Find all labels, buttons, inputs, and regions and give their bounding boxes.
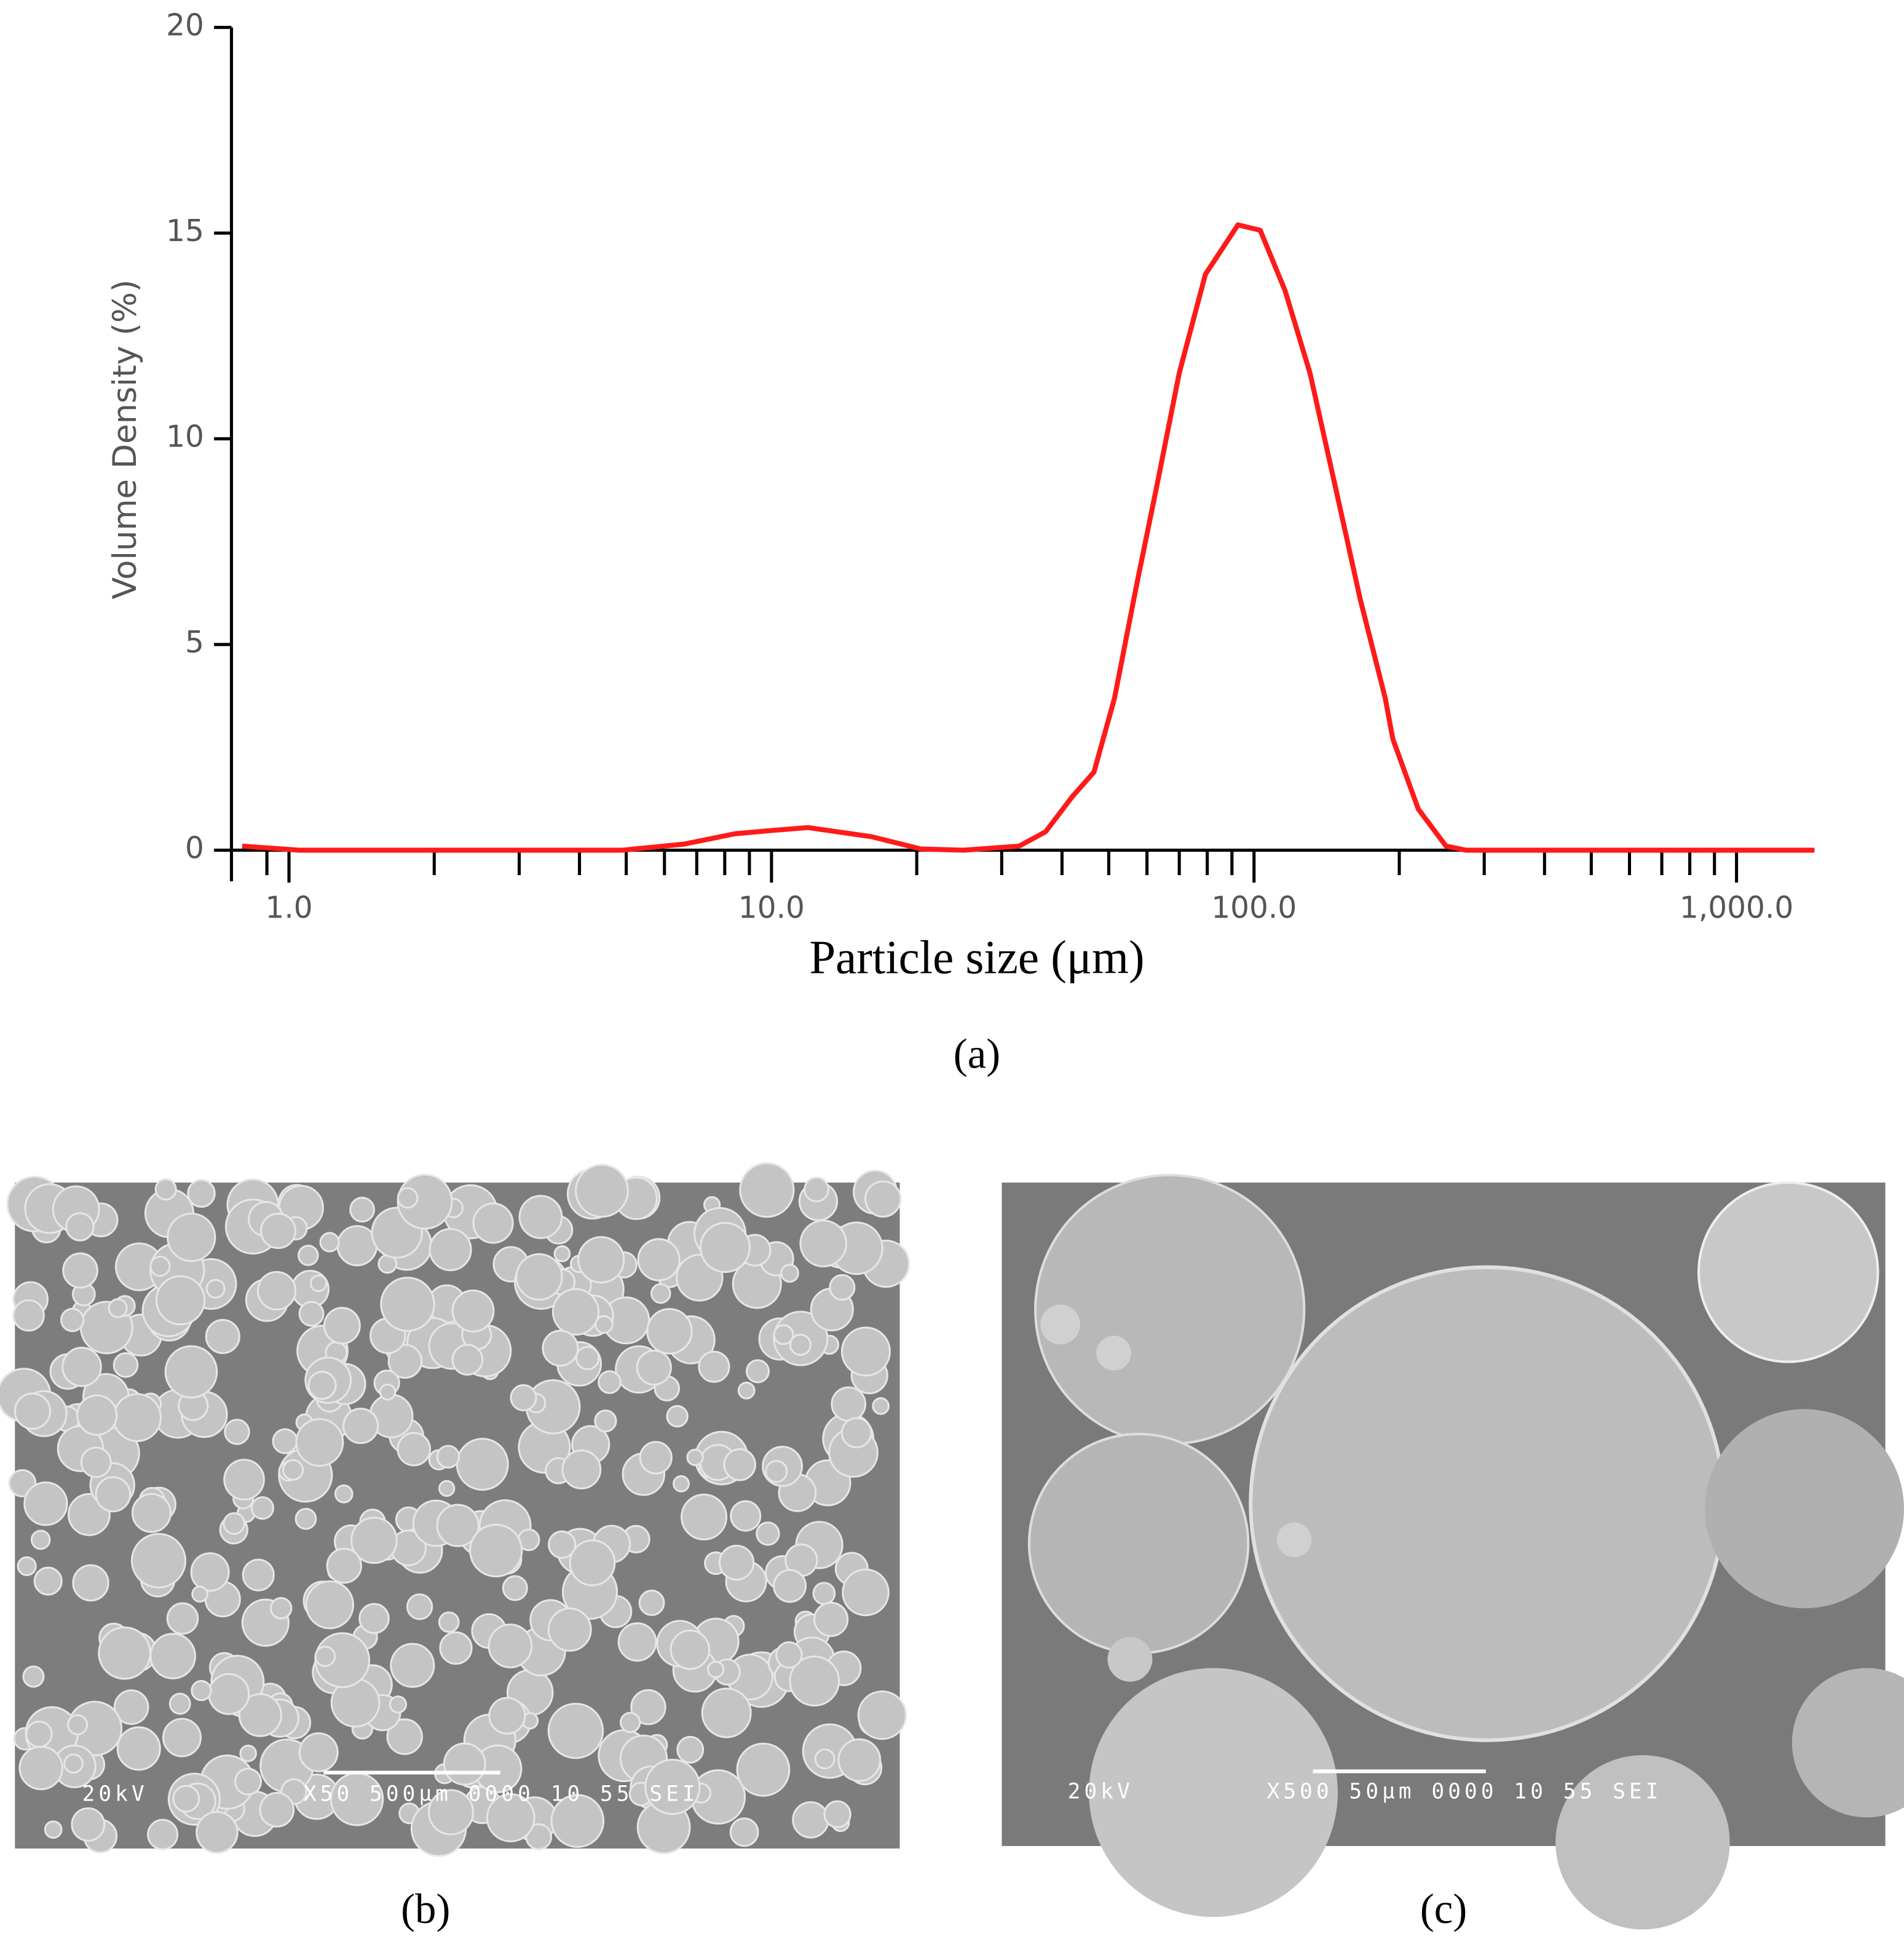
x-tick-label: 10.0: [738, 891, 805, 925]
y-axis-label: Volume Density (%): [106, 280, 144, 600]
panel-label: (a): [954, 1030, 1000, 1077]
sem-image-b: 20kV X50 500µm 0000 10 55 SEI: [0, 1162, 911, 1857]
x-tick-label: 1.0: [265, 891, 312, 925]
panel-label: (b): [401, 1885, 450, 1932]
y-tick-label: 15: [166, 214, 204, 248]
x-tick-label: 1,000.0: [1680, 891, 1793, 925]
sem-caption: 20kV: [1068, 1779, 1134, 1804]
data-line: [242, 222, 1815, 853]
x-axis-label: Particle size (μm): [809, 930, 1144, 983]
sem-caption: X500 50µm 0000 10 55 SEI: [1267, 1779, 1662, 1804]
x-tick-label: 100.0: [1211, 891, 1297, 925]
y-tick-label: 5: [185, 625, 204, 660]
y-tick-label: 20: [166, 9, 204, 43]
sem-caption: 20kV: [82, 1782, 148, 1806]
panel-label: (c): [1420, 1885, 1467, 1932]
y-tick-label: 10: [166, 420, 204, 454]
y-tick-label: 0: [185, 831, 204, 866]
sem-caption: X50 500µm 0000 10 55 SEI: [304, 1782, 699, 1806]
sem-image-c: 20kV X500 50µm 0000 10 55 SEI: [1001, 1173, 1904, 1930]
